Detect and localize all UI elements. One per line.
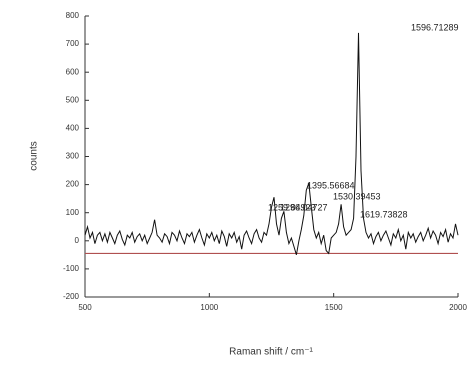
y-axis-label: counts [29,141,40,170]
peak-label: 1619.73828 [360,209,408,219]
x-axis-label: Raman shift / cm⁻¹ [229,347,313,358]
x-tick-label: 1500 [325,303,343,312]
peak-label: 1259.84923 [268,202,316,212]
spectrum-line [84,32,459,255]
y-tick-label: 600 [66,67,80,76]
y-tick-label: 700 [66,39,80,48]
peak-label: 1296.04727 [280,202,328,212]
y-tick-label: 500 [66,95,80,104]
y-tick-label: 400 [66,124,80,133]
y-tick-label: 200 [66,180,80,189]
y-tick-label: 800 [66,11,80,20]
peak-label: 1530.39453 [333,191,381,201]
y-tick-label: 300 [66,152,80,161]
peak-label: 1395.56684 [307,180,355,190]
x-tick-label: 2000 [449,303,467,312]
x-tick-label: 1000 [200,303,218,312]
y-tick-label: -100 [63,264,80,273]
y-tick-label: 0 [75,236,80,245]
y-tick-label: 100 [66,208,80,217]
x-tick-label: 500 [78,303,92,312]
y-tick-label: -200 [63,292,80,301]
peak-label: 1596.71289 [411,22,459,32]
